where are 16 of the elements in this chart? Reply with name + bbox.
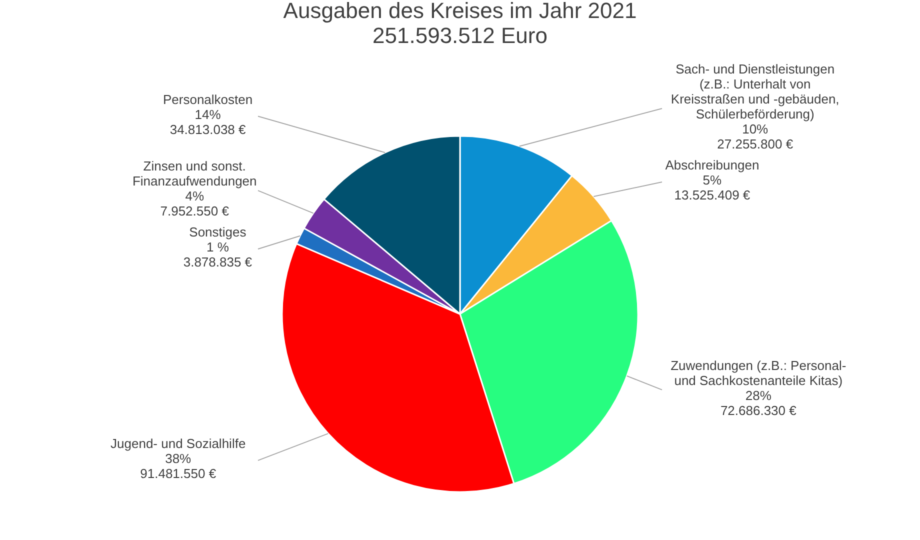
slice-label: Sach- und Dienstleistungen (z.B.: Unterhalt von Kreisstraßen und -gebäuden, Schülerbeförderung) — [670, 62, 840, 122]
chart-subtitle: 251.593.512 Euro — [372, 23, 548, 48]
slice-label: Zuwendungen (z.B.: Personal- und Sachkostenanteile Kitas) — [670, 358, 846, 388]
chart-title: Ausgaben des Kreises im Jahr 2021 — [283, 0, 637, 23]
slice-label: Jugend- und Sozialhilfe — [110, 436, 246, 451]
slice-label: Zinsen und sonst. Finanzaufwendungen — [132, 158, 257, 189]
data-label: 38% 91.481.550 € — [140, 450, 217, 481]
data-label: 28% 72.686.330 € — [720, 388, 798, 418]
slice-label: Abschreibungen — [665, 158, 760, 173]
data-label: 4% 7.952.550 € — [160, 188, 230, 219]
data-label: 1 % 3.878.835 € — [183, 240, 253, 270]
data-label: 14% 34.813.038 € — [170, 106, 247, 137]
slice-label: Sonstiges — [189, 224, 247, 240]
slice-label: Personalkosten — [162, 92, 253, 107]
data-label: 5% 13.525.409 € — [674, 172, 751, 203]
data-label: 10% 27.255.800 € — [717, 122, 794, 152]
